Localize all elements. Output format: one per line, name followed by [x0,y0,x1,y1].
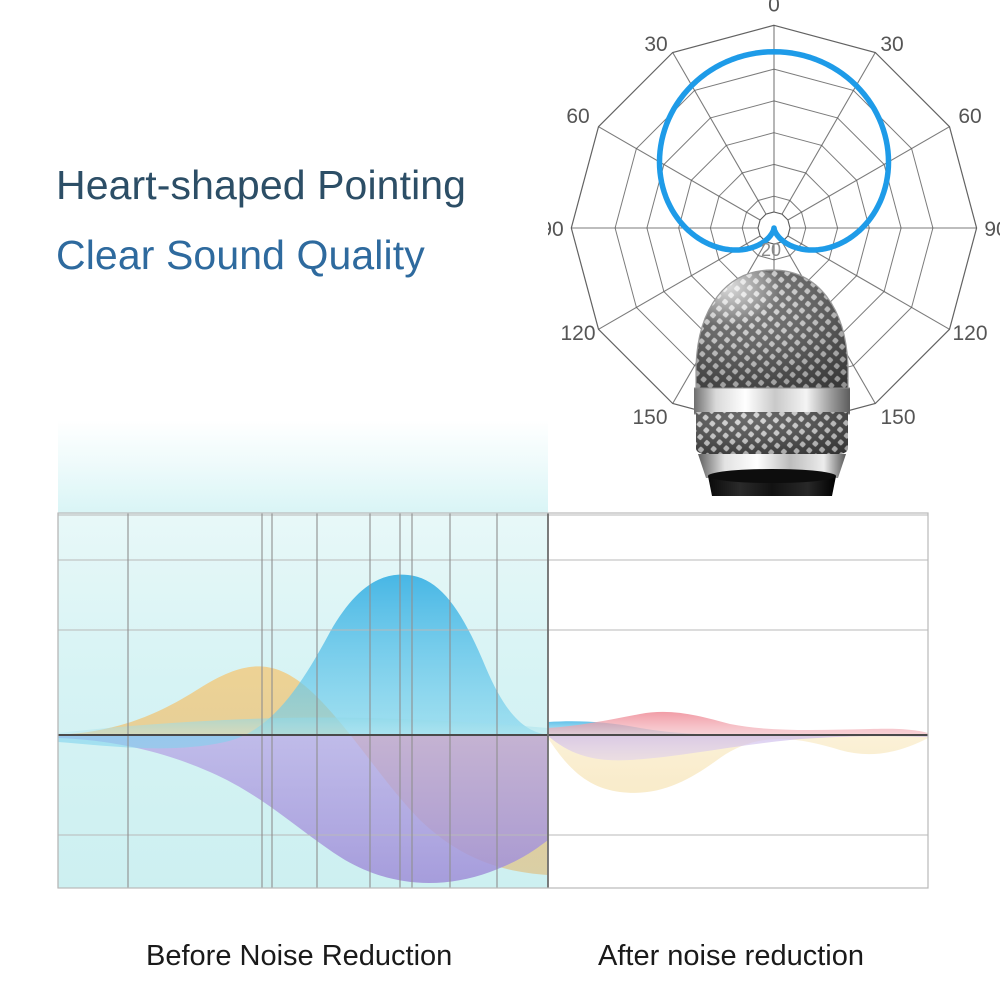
polar-angle-label-2: 30 [644,33,667,56]
polar-angle-label-1: 30 [880,33,903,56]
before-purple-wave [58,735,548,884]
polar-angle-label-9: 150 [880,406,915,429]
mic-lower-grille [696,412,848,458]
headline-line-1: Heart-shaped Pointing [56,162,467,208]
before-teal-wave [58,717,548,735]
cardioid-curve [656,48,892,253]
waveform-svg [57,512,929,889]
caption-row: Before Noise Reduction After noise reduc… [0,940,1000,1000]
caption-before-noise-reduction: Before Noise Reduction [146,940,453,972]
after-waves [548,711,928,793]
cyan-glow [58,420,548,520]
polar-angle-label-8: 120 [560,322,595,345]
polar-radial-label: 20 [761,240,781,260]
mic-upper-grille [696,270,848,390]
polar-angle-label-5: 90 [984,218,1000,241]
before-waves [58,574,548,884]
polar-pattern-chart: 0 30 30 60 60 90 90 120 120 150 150 20 [548,0,1000,500]
mic-base-top-ellipse [708,469,836,483]
polar-angle-label-4: 60 [566,105,589,128]
after-red-wave [548,711,928,735]
polar-angle-label-3: 60 [958,105,981,128]
polar-angle-label-7: 120 [952,322,987,345]
mic-chrome-band [694,388,850,414]
noise-reduction-comparison [0,420,1000,920]
chart-border [57,512,929,889]
polar-angle-label-0: 0 [768,0,780,16]
after-panel-background [548,513,928,888]
polar-angle-labels: 0 30 30 60 60 90 90 120 120 150 150 20 [548,0,1000,429]
headline-block: Heart-shaped Pointing Clear Sound Qualit… [56,150,526,290]
polar-angle-label-10: 150 [632,406,667,429]
before-blue-wave [58,574,548,749]
after-purple-wave [548,735,928,761]
polar-angle-label-6: 90 [548,218,564,241]
headline-line-2: Clear Sound Quality [56,232,425,278]
caption-after-noise-reduction: After noise reduction [598,940,864,972]
microphone-icon [694,269,850,496]
